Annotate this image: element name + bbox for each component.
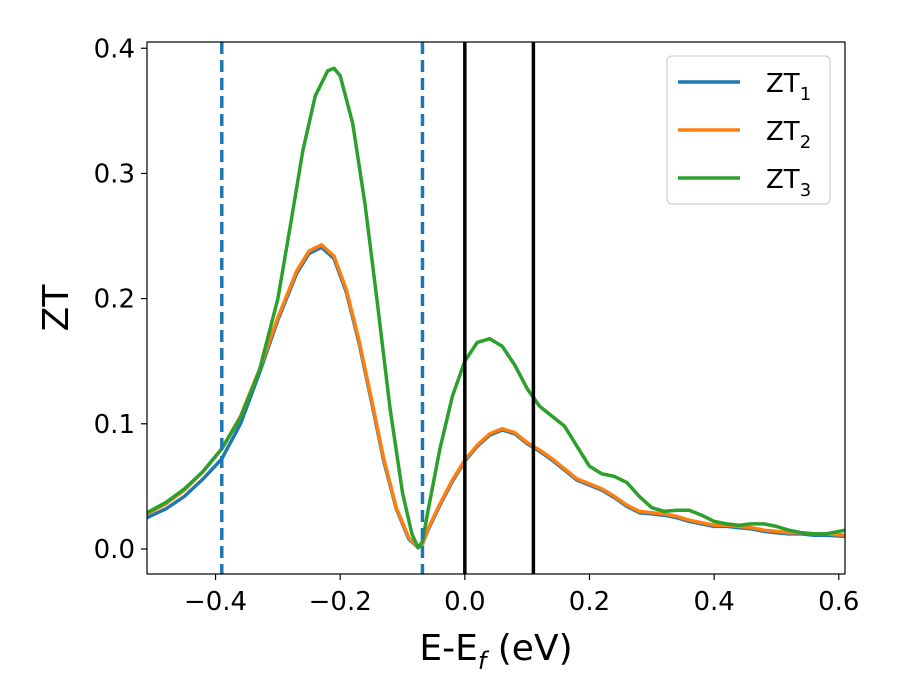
legend: ZT1 ZT2 ZT3 <box>666 55 831 205</box>
x-tick-label: 0.6 <box>818 587 859 617</box>
x-tick-label: −0.2 <box>309 587 372 617</box>
y-tick-label: 0.0 <box>94 535 135 565</box>
legend-label-1: ZT1 <box>766 69 811 105</box>
x-tick-label: −0.4 <box>184 587 247 617</box>
x-tick-label: 0.0 <box>444 587 485 617</box>
y-tick-label: 0.1 <box>94 410 135 440</box>
y-axis-title: ZT <box>36 284 77 332</box>
series-line-3 <box>147 66 845 550</box>
y-tick-label: 0.2 <box>94 285 135 315</box>
x-tick-label: 0.4 <box>693 587 734 617</box>
x-axis-title: E-Ef (eV) <box>419 628 572 675</box>
plot-frame <box>146 41 846 575</box>
legend-label-2: ZT2 <box>766 117 811 153</box>
x-tick-label: 0.2 <box>569 587 610 617</box>
legend-label-3: ZT3 <box>766 165 811 201</box>
legend-box <box>666 55 831 205</box>
y-tick-label: 0.4 <box>94 34 135 64</box>
y-tick-label: 0.3 <box>94 159 135 189</box>
series-line-1 <box>147 245 845 550</box>
